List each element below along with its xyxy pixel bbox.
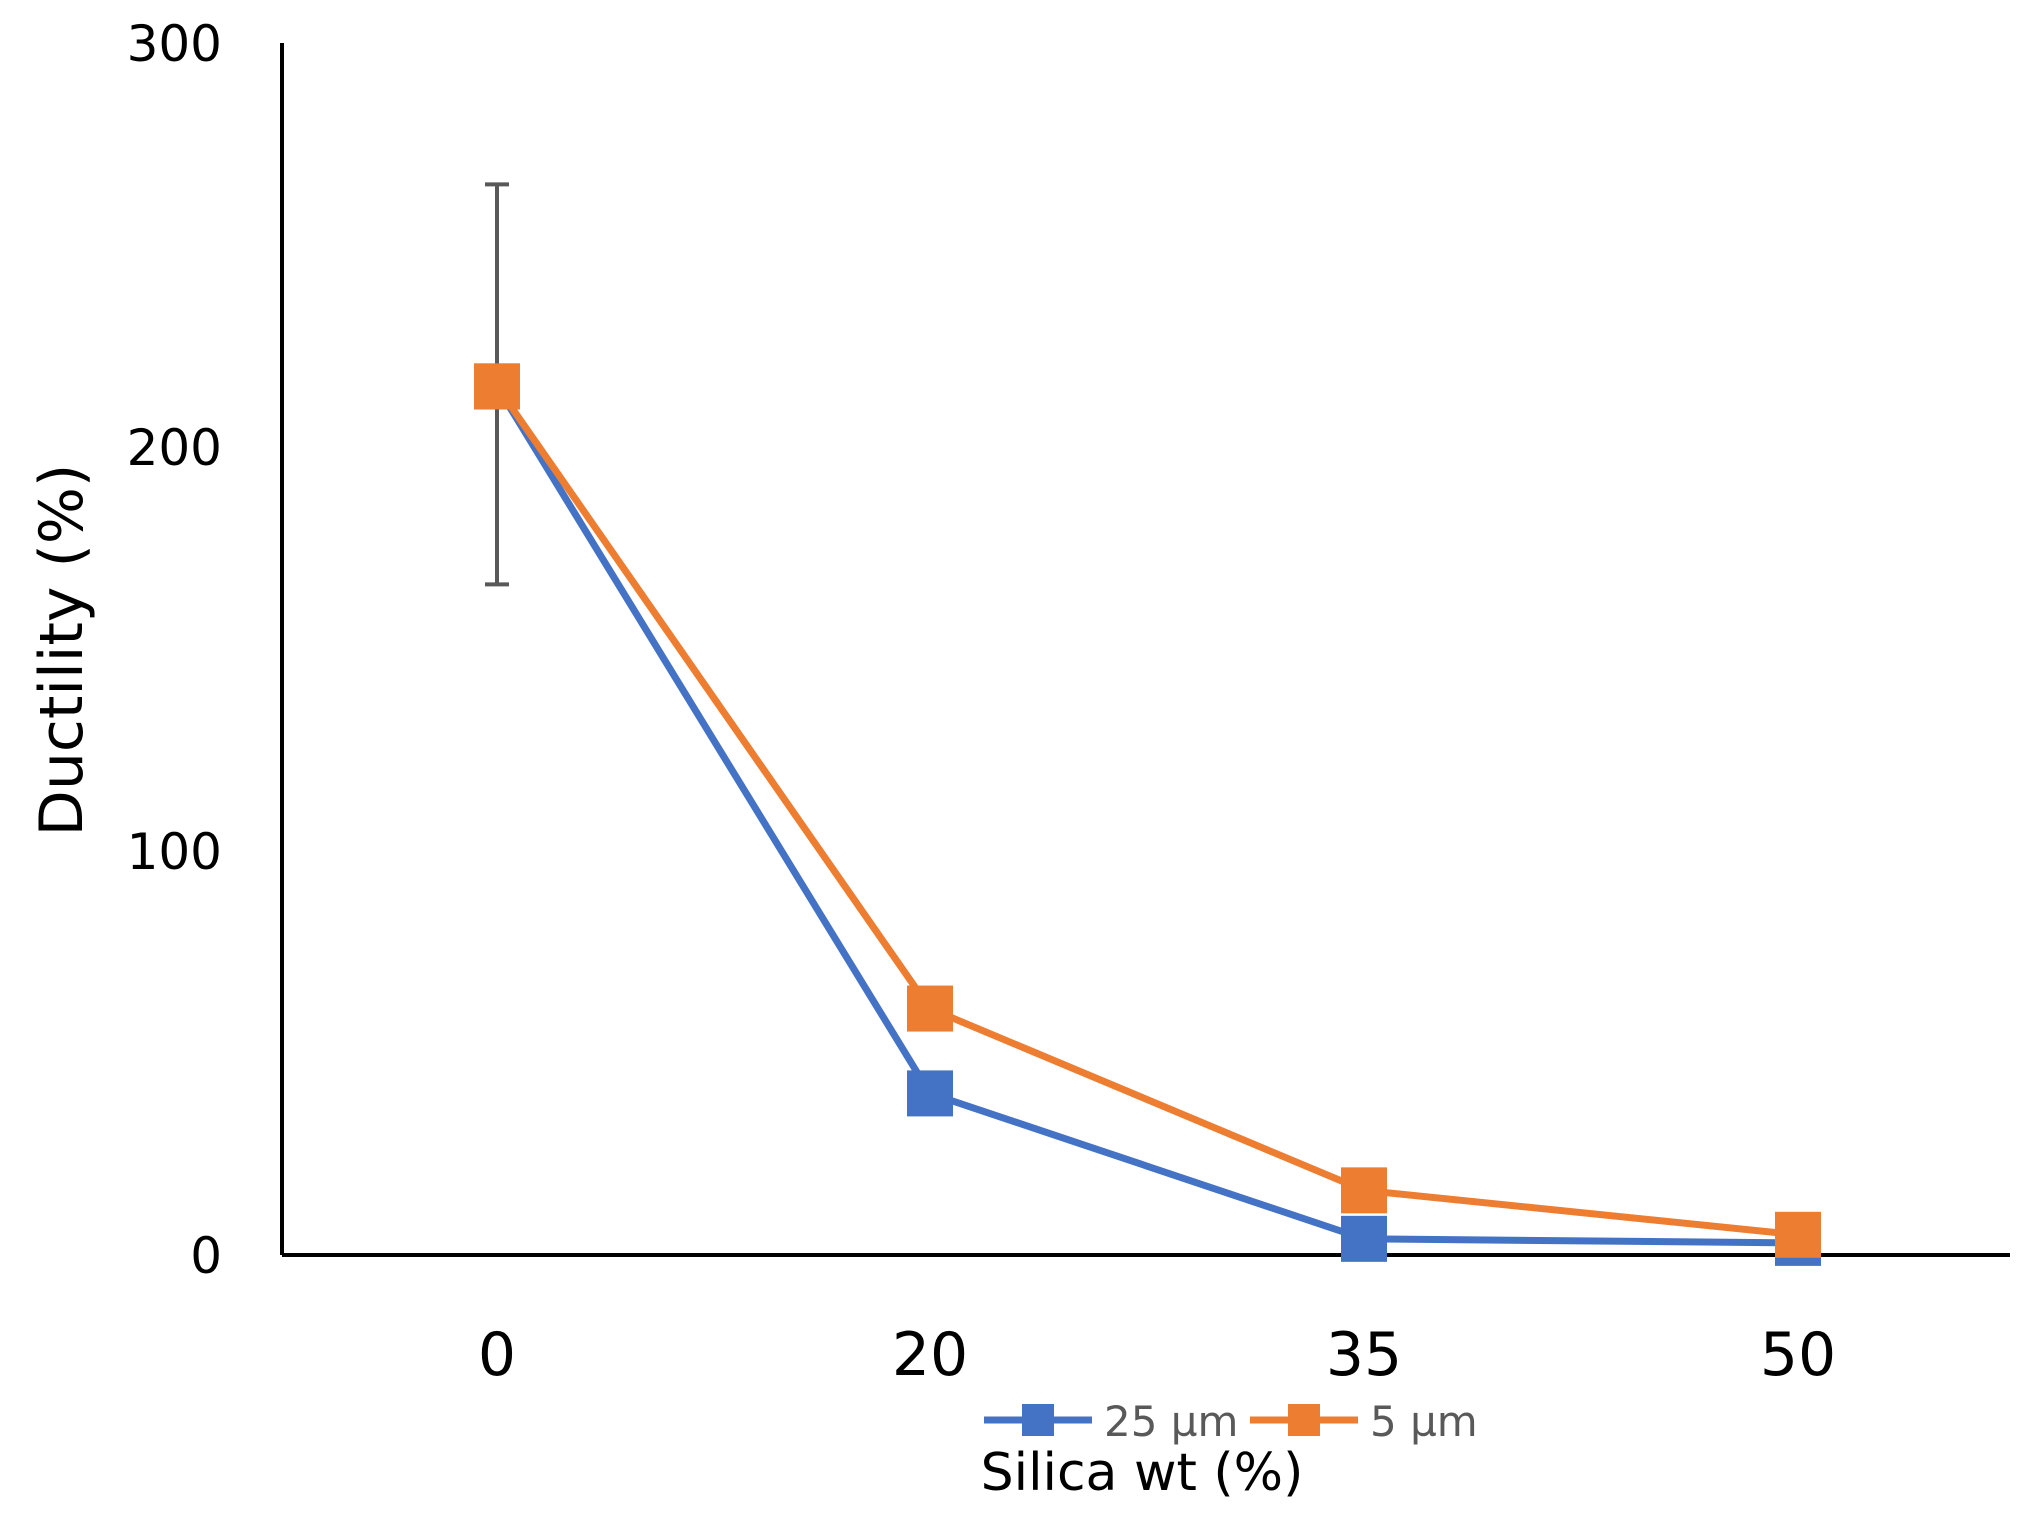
series-2-marker-50 (1775, 1211, 1821, 1258)
legend: 25 µm 5 µm (984, 1397, 1478, 1446)
y-tick-label-0: 0 (190, 1227, 222, 1285)
x-tick-label-35: 35 (1326, 1320, 1402, 1390)
series-1-marker-20 (907, 1070, 953, 1117)
y-tick-label-300: 300 (127, 15, 222, 73)
series-2-marker-35 (1341, 1167, 1387, 1214)
series-1 (474, 363, 1821, 1266)
legend-marker-1 (1022, 1404, 1054, 1436)
series-2-marker-20 (907, 985, 953, 1032)
x-tick-labels: 0 20 35 50 (478, 1320, 1836, 1390)
y-tick-label-200: 200 (127, 419, 222, 477)
y-tick-labels: 0 100 200 300 (127, 15, 222, 1285)
series-2-marker-0 (474, 363, 520, 410)
legend-marker-2 (1288, 1404, 1320, 1436)
series-2-line (494, 384, 1799, 1239)
legend-item-2: 5 µm (1250, 1397, 1478, 1446)
axes (280, 43, 2010, 1257)
series-2 (474, 363, 1821, 1258)
series-1-line (494, 384, 1799, 1247)
x-axis-title: Silica wt (%) (981, 1443, 1304, 1503)
legend-label-2: 5 µm (1370, 1397, 1478, 1446)
y-tick-label-100: 100 (127, 823, 222, 881)
x-tick-label-0: 0 (478, 1320, 516, 1390)
series-1-marker-35 (1341, 1215, 1387, 1262)
x-tick-label-50: 50 (1760, 1320, 1836, 1390)
legend-label-1: 25 µm (1104, 1397, 1238, 1446)
y-axis-title: Ductility (%) (27, 464, 97, 837)
legend-item-1: 25 µm (984, 1397, 1238, 1446)
x-tick-label-20: 20 (892, 1320, 968, 1390)
series-layer (474, 363, 1821, 1266)
